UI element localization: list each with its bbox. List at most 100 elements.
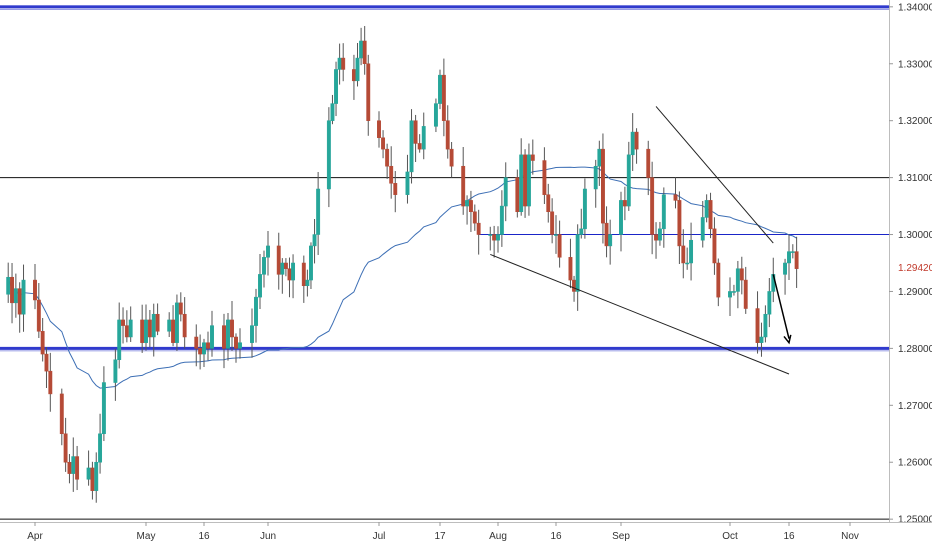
candle-up	[579, 228, 584, 235]
candle-down	[147, 319, 152, 338]
candle-up	[98, 433, 103, 463]
candle-down	[646, 148, 651, 178]
candle-up	[700, 217, 705, 241]
candle-down	[600, 148, 605, 224]
candle-down	[468, 200, 473, 213]
candle-up	[704, 200, 709, 218]
candle-down	[36, 299, 41, 332]
candle-up	[202, 342, 206, 355]
candle-down	[206, 342, 210, 349]
candle-up	[465, 200, 470, 207]
candle-up	[101, 382, 106, 435]
price-tick-label: 1.32000	[898, 116, 932, 127]
candle-down	[523, 154, 528, 207]
time-tick-label: 16	[783, 531, 795, 542]
candle-up	[250, 325, 254, 343]
time-tick-label: Oct	[722, 531, 738, 542]
candle-up	[312, 234, 317, 247]
price-axis-background	[889, 0, 932, 550]
candle-up	[597, 148, 602, 167]
candle-down	[351, 69, 356, 82]
candle-down	[283, 262, 288, 269]
candle-down	[194, 336, 199, 349]
candle-down	[546, 194, 551, 213]
candle-down	[461, 165, 466, 207]
support-level-1-28	[0, 346, 889, 350]
price-tick-label: 1.27000	[898, 401, 932, 412]
price-tick-label: 1.33000	[898, 59, 932, 70]
projection-arrow-head	[783, 334, 792, 345]
candle-down	[40, 331, 45, 355]
price-tick-label: 1.31000	[898, 173, 932, 184]
candle-up	[735, 268, 740, 292]
candle-up	[6, 276, 11, 295]
candle-down	[155, 313, 160, 332]
time-tick-label: 17	[434, 531, 446, 542]
candle-up	[593, 165, 598, 190]
candle-up	[117, 319, 122, 361]
candle-up	[405, 171, 410, 195]
candle-up	[685, 262, 690, 265]
candle-up	[13, 288, 18, 304]
candle-up	[86, 467, 91, 480]
candle-down	[198, 348, 203, 355]
price-tick-label: 1.34000	[898, 2, 932, 13]
candle-up	[608, 234, 613, 247]
candle-down	[121, 319, 125, 326]
projection-arrow-shaft	[772, 274, 790, 339]
candle-up	[409, 120, 414, 173]
candle-down	[67, 461, 72, 474]
candle-up	[767, 291, 772, 315]
candle-down	[673, 194, 678, 201]
upper-trend-line	[655, 106, 774, 244]
candle-up	[438, 74, 442, 104]
candle-down	[362, 40, 367, 65]
moving-average-line	[7, 166, 797, 389]
candle-down	[171, 319, 176, 343]
moving-average	[7, 166, 797, 389]
candle-down	[182, 313, 187, 338]
candle-down	[413, 120, 418, 144]
candle-up	[575, 234, 580, 292]
time-tick-label: Jul	[373, 531, 386, 542]
price-tick-label: 1.30000	[898, 230, 932, 241]
candle-down	[755, 308, 760, 343]
resistance-level-1-34	[0, 5, 889, 9]
candle-up	[254, 296, 258, 326]
candle-down	[550, 211, 555, 235]
candle-up	[355, 57, 360, 82]
candle-down	[712, 228, 717, 264]
candle-up	[689, 239, 694, 264]
candle-down	[634, 131, 639, 150]
time-tick-label: 16	[550, 531, 562, 542]
candle-down	[572, 279, 577, 292]
price-tick-label: 1.25000	[898, 515, 932, 526]
candle-up	[174, 302, 179, 343]
candle-up	[210, 325, 214, 349]
candle-up	[262, 257, 266, 275]
candle-down	[557, 234, 562, 258]
candle-down	[178, 302, 183, 315]
candle-down	[366, 63, 371, 121]
candle-down	[476, 222, 481, 235]
time-tick-label: Apr	[27, 531, 43, 542]
candle-down	[276, 245, 281, 275]
candle-up	[630, 131, 635, 156]
candle-down	[124, 325, 129, 338]
candle-down	[743, 279, 748, 309]
candle-down	[445, 120, 450, 150]
candle-up	[626, 154, 631, 207]
candle-down	[449, 148, 454, 167]
candle-up	[619, 200, 623, 235]
candle-up	[305, 279, 310, 287]
candle-up	[330, 103, 335, 121]
candle-down	[48, 370, 53, 395]
candle-up	[790, 251, 795, 253]
candle-up	[113, 359, 118, 383]
candle-down	[681, 245, 686, 264]
candle-up	[359, 40, 364, 59]
candle-up	[334, 69, 338, 104]
candle-up	[421, 126, 426, 150]
